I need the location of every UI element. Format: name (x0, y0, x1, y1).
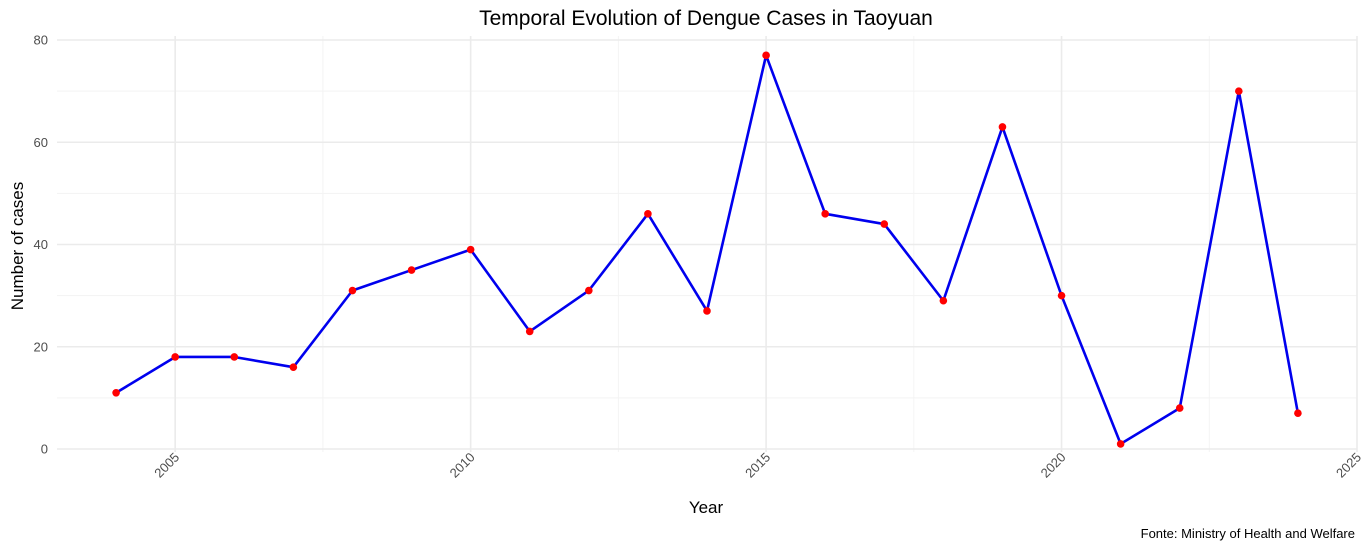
data-point (939, 296, 948, 305)
x-tick-label: 2025 (1333, 450, 1363, 481)
series-line (114, 54, 1300, 446)
x-tick-label: 2015 (742, 450, 773, 481)
x-tick-label: 2010 (447, 450, 478, 481)
y-tick-label: 80 (34, 33, 48, 48)
data-point (1294, 409, 1302, 418)
data-point (112, 388, 120, 397)
data-point (880, 220, 889, 228)
data-point (289, 363, 298, 372)
x-axis-tick-labels: 2005 2010 2015 2020 2025 (151, 450, 1363, 481)
data-point (1175, 404, 1184, 412)
data-point (466, 245, 475, 254)
data-point (998, 123, 1007, 131)
data-point (171, 353, 179, 361)
chart-title: Temporal Evolution of Dengue Cases in Ta… (479, 7, 933, 30)
y-tick-label: 20 (34, 339, 48, 354)
data-point (821, 210, 829, 218)
major-gridlines (57, 36, 1358, 452)
y-tick-label: 40 (34, 237, 48, 252)
data-point (1235, 87, 1243, 95)
y-tick-label: 60 (34, 135, 48, 150)
data-point (762, 51, 770, 60)
data-point (1057, 291, 1066, 300)
data-point (525, 327, 534, 336)
data-point (644, 210, 652, 218)
y-axis-title: Number of cases (8, 182, 27, 311)
series-points (112, 51, 1302, 448)
series-lines (114, 54, 1300, 446)
y-axis-tick-labels: 0 20 40 60 80 (34, 33, 48, 457)
data-point (348, 286, 357, 295)
x-axis-title: Year (689, 498, 724, 517)
data-point (585, 286, 593, 295)
x-tick-label: 2005 (151, 450, 182, 481)
data-point (703, 307, 711, 315)
y-tick-label: 0 (41, 442, 48, 457)
data-point (407, 266, 416, 274)
data-point (230, 353, 239, 361)
source-caption: Fonte: Ministry of Health and Welfare (1141, 526, 1355, 541)
x-tick-label: 2020 (1038, 450, 1069, 481)
data-point (1116, 440, 1125, 448)
